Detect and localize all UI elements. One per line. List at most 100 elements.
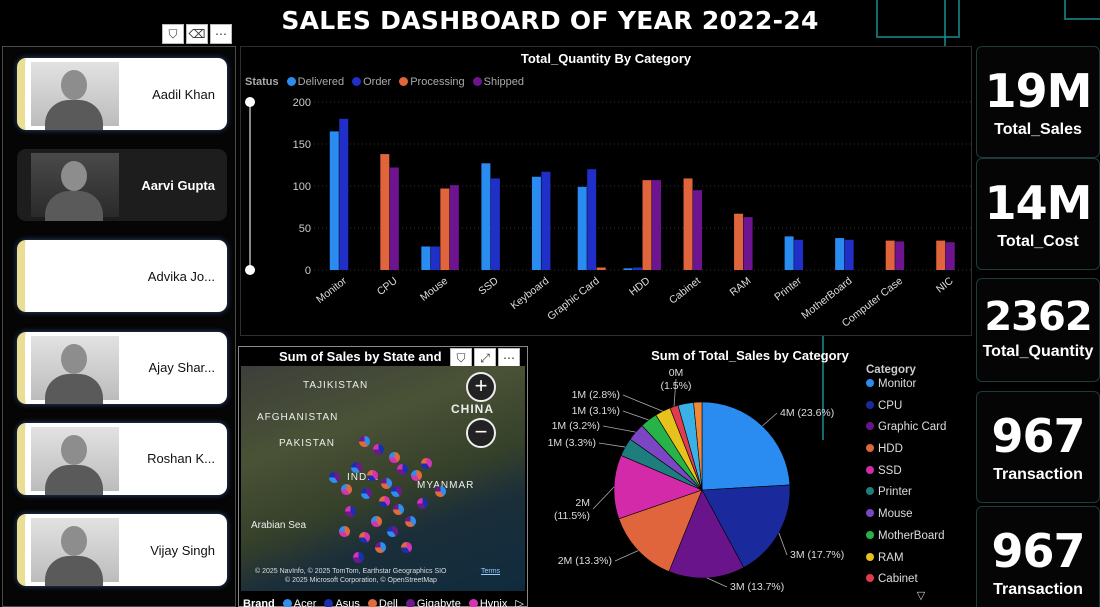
legend-item[interactable]: Order [352,76,391,88]
bar[interactable] [481,163,491,270]
bar[interactable] [380,154,390,270]
bar[interactable] [642,180,652,270]
bar[interactable] [945,242,955,270]
legend-item[interactable]: Graphic Card [866,421,976,443]
map-bubble[interactable] [391,486,402,497]
sales-map[interactable]: TAJIKISTAN AFGHANISTAN PAKISTAN CHINA IN… [241,366,525,591]
bar[interactable] [936,240,946,270]
bar[interactable] [421,246,431,270]
map-bubble[interactable] [361,488,372,499]
bar[interactable] [329,131,339,270]
bar[interactable] [449,185,459,270]
map-bubble[interactable] [371,516,382,527]
pie-slice[interactable] [613,455,703,520]
bar[interactable] [895,241,905,270]
map-bubble[interactable] [351,462,362,473]
bar[interactable] [743,217,753,270]
bar[interactable] [683,178,693,270]
map-bubble[interactable] [367,470,378,481]
bar[interactable] [652,180,661,270]
map-bubble[interactable] [401,542,412,553]
legend-item[interactable]: CPU [866,400,976,422]
legend-item[interactable]: Mouse [866,508,976,530]
pie-slice[interactable] [668,489,745,579]
legend-item[interactable]: MotherBoard [866,530,976,552]
salesperson-card[interactable]: Roshan K... [17,422,227,495]
filter-icon[interactable]: ⛉ [162,24,184,44]
bar[interactable] [693,190,703,270]
map-bubble[interactable] [359,436,370,447]
map-bubble[interactable] [329,472,340,483]
map-bubble[interactable] [379,496,390,507]
bar[interactable] [339,118,349,270]
bar[interactable] [633,267,642,270]
bar[interactable] [430,246,440,270]
pie-slice[interactable] [701,484,791,568]
map-bubble[interactable] [435,486,446,497]
slider-handle[interactable] [245,97,255,107]
legend-item[interactable]: Cabinet [866,573,976,595]
map-bubble[interactable] [405,516,416,527]
bar[interactable] [490,178,500,270]
filter-icon[interactable]: ⛉ [450,348,472,368]
legend-item[interactable]: Processing [399,76,465,88]
legend-item[interactable]: HDD [866,443,976,465]
map-bubble[interactable] [417,498,428,509]
bar[interactable] [440,188,450,270]
more-options-icon[interactable]: ⋯ [210,24,232,44]
pie-slice[interactable] [701,401,791,491]
eraser-icon[interactable]: ⌫ [186,24,208,44]
bar[interactable] [623,268,633,270]
map-bubble[interactable] [345,506,356,517]
bar[interactable] [844,239,854,270]
bar[interactable] [389,167,399,270]
legend-next-icon[interactable]: ▷ [515,598,524,607]
legend-scroll-down-icon[interactable]: ▽ [916,589,926,602]
bar[interactable] [885,240,895,270]
map-bubble[interactable] [375,542,386,553]
slider-handle[interactable] [245,265,255,275]
salesperson-card[interactable]: Advika Jo... [17,240,227,313]
legend-item[interactable]: Hynix [468,598,507,607]
legend-item[interactable]: Acer [282,598,316,607]
bar[interactable] [794,239,804,270]
bar[interactable] [541,171,551,270]
map-bubble[interactable] [421,458,432,469]
legend-item[interactable]: Printer [866,486,976,508]
bar[interactable] [596,267,606,270]
legend-item[interactable]: Shipped [472,76,524,88]
legend-item[interactable]: RAM [866,552,976,574]
focus-mode-icon[interactable]: ⤢ [474,348,496,368]
zoom-out-button[interactable]: − [466,418,496,448]
bar[interactable] [734,213,744,270]
bar[interactable] [784,236,794,270]
salesperson-card[interactable]: Vijay Singh [17,514,227,586]
bar[interactable] [577,186,587,270]
zoom-in-button[interactable]: + [466,372,496,402]
map-bubble[interactable] [341,484,352,495]
legend-item[interactable]: Dell [367,598,398,607]
bar[interactable] [531,176,541,270]
map-bubble[interactable] [339,526,350,537]
bar[interactable] [835,238,845,270]
map-terms-link[interactable]: Terms [481,568,501,575]
map-bubble[interactable] [353,552,364,563]
legend-item[interactable]: Monitor [866,378,976,400]
map-bubble[interactable] [397,464,408,475]
legend-item[interactable]: Asus [324,598,360,607]
map-bubble[interactable] [393,504,404,515]
pie-slice[interactable] [693,401,703,491]
legend-item[interactable]: SSD [866,465,976,487]
legend-item[interactable]: Delivered [286,76,344,88]
map-bubble[interactable] [381,478,392,489]
salesperson-card[interactable]: Aadil Khan [17,58,227,130]
more-options-icon[interactable]: ⋯ [498,348,520,368]
salesperson-card[interactable]: Aarvi Gupta [17,149,227,222]
map-bubble[interactable] [411,470,422,481]
map-bubble[interactable] [359,532,370,543]
bar[interactable] [587,169,597,270]
salesperson-card[interactable]: Ajay Shar... [17,331,227,404]
map-bubble[interactable] [387,526,398,537]
map-bubble[interactable] [373,444,384,455]
map-bubble[interactable] [389,452,400,463]
